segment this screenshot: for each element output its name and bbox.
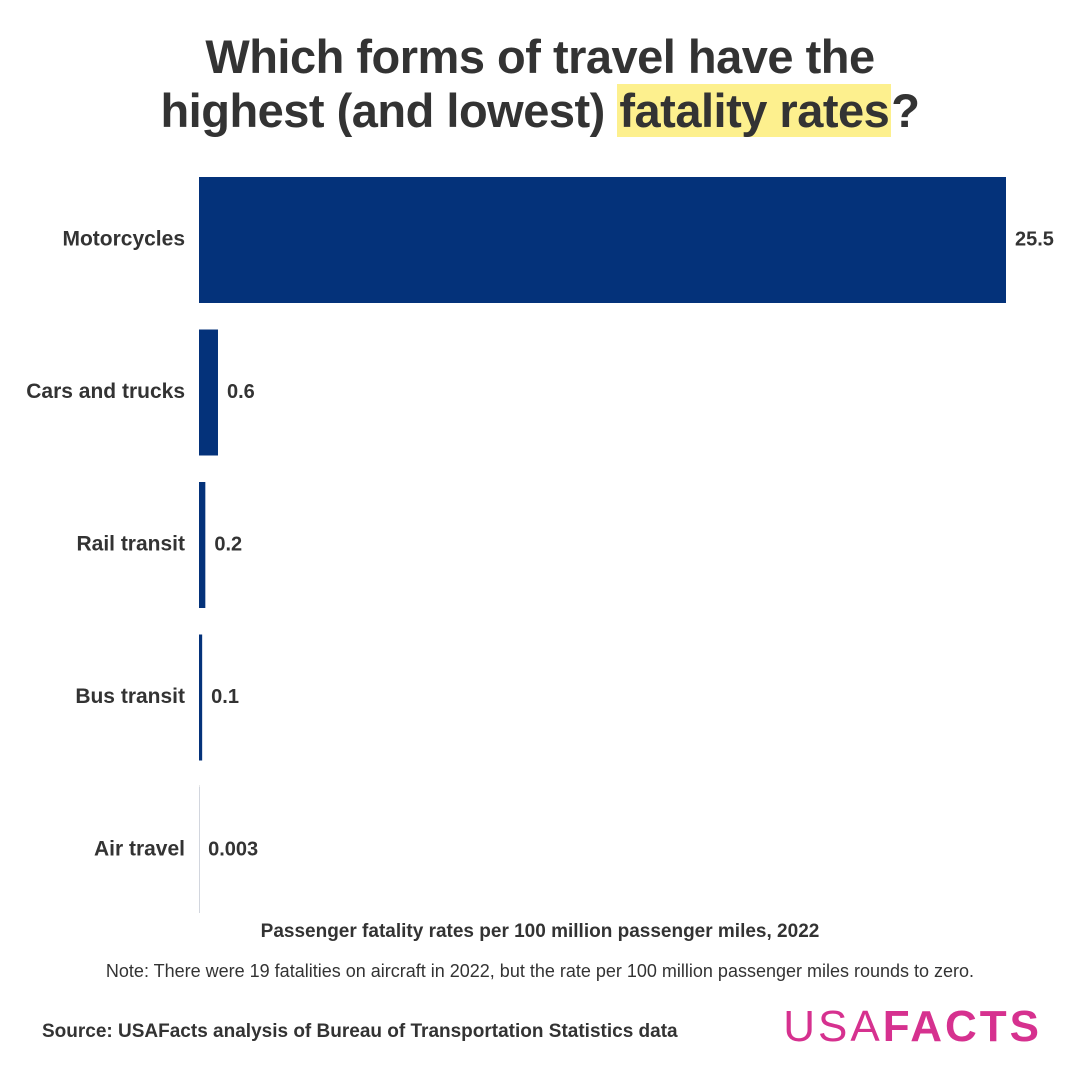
usafacts-logo: USAFACTS	[783, 1002, 1042, 1052]
bar-chart: Motorcycles 25.5 Cars and trucks 0.6 Rail tr…	[26, 177, 1054, 913]
value-label-air-travel: 0.003	[208, 838, 258, 860]
value-label-rail-transit: 0.2	[214, 533, 242, 555]
x-axis-label: Passenger fatality rates per 100 million…	[260, 921, 820, 942]
title-line-2: highest (and lowest) fatality rates?	[0, 84, 1080, 138]
category-label-motorcycles: Motorcycles	[62, 228, 185, 251]
title-line-2-end: ?	[891, 84, 920, 137]
category-label-bus-transit: Bus transit	[75, 685, 185, 708]
source-text: Source: USAFacts analysis of Bureau of T…	[42, 1021, 678, 1042]
bar-bus-transit	[199, 634, 203, 761]
chart-title: Which forms of travel have the highest (…	[0, 30, 1080, 138]
value-label-cars-and-trucks: 0.6	[227, 381, 255, 403]
bar-cars-and-trucks	[199, 329, 218, 456]
title-line-1: Which forms of travel have the	[205, 30, 875, 83]
value-label-motorcycles: 25.5	[1015, 228, 1054, 250]
title-line-2-start: highest (and lowest)	[160, 84, 618, 137]
category-label-cars-and-trucks: Cars and trucks	[26, 380, 185, 403]
bar-motorcycles	[199, 177, 1006, 303]
title-highlight: fatality rates	[617, 84, 892, 137]
bar-group: Motorcycles 25.5 Cars and trucks 0.6 Rail tr…	[26, 177, 1054, 913]
chart-note: Note: There were 19 fatalities on aircra…	[105, 961, 975, 981]
value-label-bus-transit: 0.1	[211, 686, 239, 708]
logo-usa: USA	[783, 1002, 883, 1051]
bar-rail-transit	[199, 482, 206, 608]
category-label-rail-transit: Rail transit	[76, 533, 185, 556]
logo-facts: FACTS	[882, 1002, 1042, 1051]
category-label-air-travel: Air travel	[94, 838, 185, 861]
